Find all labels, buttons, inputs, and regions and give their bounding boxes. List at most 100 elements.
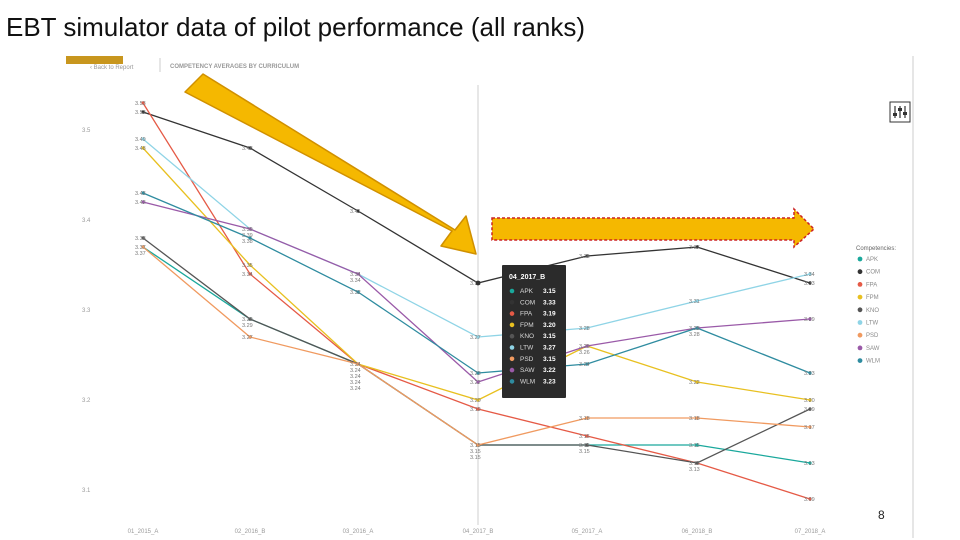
data-label: 3.33 bbox=[804, 281, 815, 287]
data-point[interactable] bbox=[808, 281, 812, 285]
tooltip-row-value: 3.15 bbox=[543, 288, 556, 295]
legend-title: Competencies: bbox=[856, 246, 896, 252]
data-point[interactable] bbox=[585, 443, 589, 447]
data-point[interactable] bbox=[695, 443, 699, 447]
legend-item-wlm[interactable]: WLM bbox=[866, 359, 880, 365]
data-point[interactable] bbox=[808, 272, 812, 276]
data-point[interactable] bbox=[248, 146, 252, 150]
tooltip-swatch bbox=[509, 333, 515, 339]
data-point[interactable] bbox=[585, 434, 589, 438]
data-point[interactable] bbox=[585, 344, 589, 348]
data-point[interactable] bbox=[808, 407, 812, 411]
data-point[interactable] bbox=[248, 272, 252, 276]
data-label: 3.19 bbox=[804, 407, 815, 413]
data-point[interactable] bbox=[585, 326, 589, 330]
data-point[interactable] bbox=[248, 227, 252, 231]
legend-item-kno[interactable]: KNO bbox=[866, 308, 879, 314]
data-point[interactable] bbox=[356, 290, 360, 294]
data-point[interactable] bbox=[356, 209, 360, 213]
legend-item-ltw[interactable]: LTW bbox=[866, 321, 879, 327]
data-point[interactable] bbox=[248, 335, 252, 339]
data-point[interactable] bbox=[808, 371, 812, 375]
back-to-report-link[interactable]: ‹ Back to Report bbox=[90, 65, 134, 71]
data-point[interactable] bbox=[356, 362, 360, 366]
data-label: 3.53 bbox=[135, 101, 146, 107]
data-label: 3.34 bbox=[350, 278, 361, 284]
tooltip-row-value: 3.27 bbox=[543, 345, 556, 352]
data-point[interactable] bbox=[141, 101, 145, 105]
series-line-fpa bbox=[142, 102, 811, 500]
filter-sliders-icon[interactable] bbox=[889, 101, 911, 123]
data-label: 3.13 bbox=[689, 461, 700, 467]
data-point[interactable] bbox=[585, 416, 589, 420]
data-point[interactable] bbox=[141, 245, 145, 249]
data-label: 3.27 bbox=[242, 335, 253, 341]
data-point[interactable] bbox=[808, 497, 812, 501]
data-point[interactable] bbox=[695, 461, 699, 465]
data-point[interactable] bbox=[476, 335, 480, 339]
x-axis: 01_2015_A 02_2016_B 03_2016_A 04_2017_B 05_2… bbox=[128, 529, 826, 535]
data-point[interactable] bbox=[476, 380, 480, 384]
data-point[interactable] bbox=[808, 398, 812, 402]
data-point[interactable] bbox=[248, 317, 252, 321]
data-label: 3.24 bbox=[350, 362, 361, 368]
data-label: 3.23 bbox=[804, 371, 815, 377]
data-point[interactable] bbox=[248, 263, 252, 267]
legend-item-apk[interactable]: APK bbox=[866, 257, 878, 263]
data-label: 3.37 bbox=[689, 245, 700, 251]
data-point[interactable] bbox=[141, 191, 145, 195]
legend-item-saw[interactable]: SAW bbox=[866, 346, 880, 352]
legend-item-fpa[interactable]: FPA bbox=[866, 282, 877, 288]
data-point[interactable] bbox=[141, 137, 145, 141]
data-label: 3.38 bbox=[135, 236, 146, 242]
tooltip-row-label: LTW bbox=[520, 345, 534, 352]
data-point[interactable] bbox=[141, 146, 145, 150]
legend-item-psd[interactable]: PSD bbox=[866, 333, 879, 339]
data-point[interactable] bbox=[808, 461, 812, 465]
data-label: 3.39 bbox=[242, 233, 253, 239]
data-label: 3.23 bbox=[470, 371, 481, 377]
data-point[interactable] bbox=[476, 407, 480, 411]
data-point[interactable] bbox=[248, 236, 252, 240]
data-label: 3.13 bbox=[804, 461, 815, 467]
data-label: 3.26 bbox=[579, 344, 590, 350]
data-point[interactable] bbox=[476, 398, 480, 402]
data-point[interactable] bbox=[695, 245, 699, 249]
data-label: 3.37 bbox=[135, 251, 146, 257]
data-label: 3.34 bbox=[804, 272, 815, 278]
data-point[interactable] bbox=[356, 272, 360, 276]
legend-swatch bbox=[857, 256, 863, 262]
data-label: 3.24 bbox=[579, 362, 590, 368]
data-label: 3.27 bbox=[470, 335, 481, 341]
legend-item-fpm[interactable]: FPM bbox=[866, 295, 879, 301]
data-point[interactable] bbox=[141, 110, 145, 114]
data-point[interactable] bbox=[141, 236, 145, 240]
tooltip-swatch bbox=[509, 300, 515, 305]
y-tick-label: 3.5 bbox=[82, 128, 91, 134]
data-point[interactable] bbox=[695, 326, 699, 330]
legend-swatch bbox=[857, 320, 863, 325]
data-point[interactable] bbox=[695, 380, 699, 384]
series-lines bbox=[141, 101, 812, 501]
data-point[interactable] bbox=[808, 425, 812, 429]
data-point[interactable] bbox=[695, 416, 699, 420]
data-point[interactable] bbox=[141, 200, 145, 204]
data-point[interactable] bbox=[695, 299, 699, 303]
data-label: 3.29 bbox=[242, 323, 253, 329]
diagonal-arrow-annotation bbox=[184, 73, 477, 255]
data-label: 3.15 bbox=[579, 449, 590, 455]
legend-item-com[interactable]: COM bbox=[866, 270, 880, 276]
legend-swatch bbox=[857, 294, 863, 300]
data-label: 3.33 bbox=[470, 281, 481, 287]
data-point[interactable] bbox=[476, 443, 480, 447]
tooltip-swatch bbox=[509, 322, 515, 328]
hover-point bbox=[475, 280, 481, 286]
data-point[interactable] bbox=[585, 362, 589, 366]
hover-tooltip: 04_2017_B APK 3.15 COM 3.33 FPA 3.19 FPM 3.20 KNO… bbox=[475, 265, 566, 398]
data-point[interactable] bbox=[585, 254, 589, 258]
series-line-apk bbox=[142, 246, 811, 464]
tooltip-row-label: WLM bbox=[520, 378, 535, 385]
data-point[interactable] bbox=[808, 317, 812, 321]
data-point[interactable] bbox=[476, 371, 480, 375]
